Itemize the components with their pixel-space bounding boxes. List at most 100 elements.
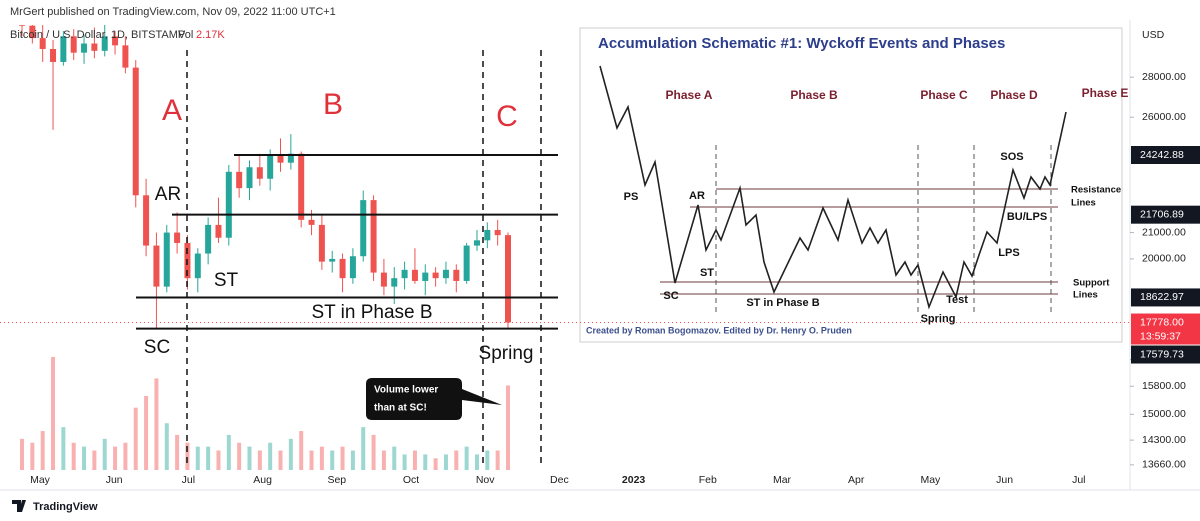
x-tick-label: Apr bbox=[848, 474, 865, 486]
candle-body bbox=[401, 269, 408, 279]
level-label-box bbox=[1131, 345, 1200, 364]
candle-body bbox=[380, 272, 387, 287]
phase-label: Phase D bbox=[990, 88, 1038, 102]
x-tick-label: Dec bbox=[550, 474, 569, 486]
candle-body bbox=[484, 229, 491, 241]
volume-bar bbox=[175, 434, 180, 470]
candle-body bbox=[494, 229, 501, 236]
event-label: ST bbox=[214, 270, 239, 291]
candle-body bbox=[339, 258, 346, 279]
candle-body bbox=[349, 256, 356, 279]
x-tick-label: Jun bbox=[996, 474, 1013, 486]
candle-body bbox=[29, 25, 36, 39]
candle-body bbox=[194, 253, 201, 279]
candle-body bbox=[391, 278, 398, 287]
x-tick-label: Jun bbox=[106, 474, 123, 486]
y-tick-label: 15800.00 bbox=[1142, 380, 1186, 392]
volume-bar bbox=[423, 454, 428, 470]
schematic-path bbox=[599, 65, 1067, 310]
last-price-box bbox=[1131, 313, 1200, 345]
candle-body bbox=[432, 272, 439, 279]
volume-bar bbox=[268, 442, 273, 470]
line-note: Lines bbox=[1071, 198, 1096, 209]
candle-body bbox=[246, 167, 253, 189]
candle-body bbox=[101, 36, 108, 51]
y-tick-label: 28000.00 bbox=[1142, 71, 1186, 83]
x-tick-label: 2023 bbox=[622, 474, 646, 486]
candle-body bbox=[318, 224, 325, 262]
candle-body bbox=[143, 195, 150, 246]
symbol: Bitcoin / U.S. Dollar, 1D, BITSTAMP bbox=[10, 29, 185, 41]
volume-bar bbox=[82, 446, 87, 470]
logo bbox=[12, 500, 26, 512]
event-label: SC bbox=[663, 290, 678, 302]
y-tick-label: 13660.00 bbox=[1142, 459, 1186, 471]
candle-body bbox=[256, 167, 263, 179]
volume-bar bbox=[195, 446, 200, 470]
publisher: MrGert published on TradingView.com, Nov… bbox=[10, 6, 336, 18]
candle-body bbox=[473, 240, 480, 246]
candle-body bbox=[91, 43, 98, 51]
event-label: ST in Phase B bbox=[746, 297, 819, 309]
volume-bar bbox=[185, 442, 190, 470]
x-tick-label: May bbox=[30, 474, 51, 486]
volume-bar bbox=[474, 454, 479, 470]
candle-body bbox=[60, 36, 67, 62]
volume-bar bbox=[71, 442, 76, 470]
callout-text: than at SC! bbox=[374, 403, 427, 414]
candle-body bbox=[132, 67, 139, 196]
candle-body bbox=[236, 171, 243, 189]
volume-bar bbox=[330, 450, 335, 470]
candle-body bbox=[298, 153, 305, 220]
level-label: 18622.97 bbox=[1140, 291, 1184, 303]
phase-letter: C bbox=[496, 100, 518, 133]
volume-bar bbox=[237, 442, 242, 470]
candle-body bbox=[277, 155, 284, 163]
level-label: 17579.73 bbox=[1140, 348, 1184, 360]
event-label: AR bbox=[155, 184, 181, 205]
phase-label: Phase C bbox=[920, 88, 968, 102]
volume-bar bbox=[392, 446, 397, 470]
phase-letter: A bbox=[162, 94, 182, 127]
volume-bar bbox=[340, 446, 345, 470]
volume-bar bbox=[350, 450, 355, 470]
volume-bar bbox=[443, 454, 448, 470]
candle-body bbox=[442, 269, 449, 279]
volume-bar bbox=[113, 446, 118, 470]
volume-bar bbox=[485, 450, 490, 470]
y-tick-label: 15000.00 bbox=[1142, 408, 1186, 420]
level-label-box bbox=[1131, 205, 1200, 224]
candle-body bbox=[505, 235, 511, 323]
candle-body bbox=[19, 25, 25, 26]
volume-bar bbox=[381, 450, 386, 470]
volume-bar bbox=[20, 438, 24, 470]
volume-bar bbox=[102, 438, 107, 470]
volume-bar bbox=[402, 454, 407, 470]
candle-body bbox=[70, 36, 77, 53]
volume-label: Vol bbox=[178, 29, 193, 41]
inset-frame bbox=[579, 27, 1123, 343]
event-label: Spring bbox=[479, 343, 534, 364]
currency: USD bbox=[1142, 29, 1165, 41]
phase-label: Phase E bbox=[1082, 86, 1129, 100]
volume-bar bbox=[506, 385, 510, 470]
volume-bar bbox=[433, 458, 438, 470]
y-tick-label: 21000.00 bbox=[1142, 226, 1186, 238]
y-tick-label: 14300.00 bbox=[1142, 434, 1186, 446]
event-label: ST in Phase B bbox=[311, 302, 432, 323]
last-price-label: 17778.00 bbox=[1140, 316, 1184, 328]
volume-bar bbox=[206, 446, 211, 470]
candle-body bbox=[360, 200, 367, 257]
candle-body bbox=[287, 153, 294, 163]
candle-body bbox=[463, 245, 470, 281]
inset: Accumulation Schematic #1: Wyckoff Event… bbox=[579, 27, 1129, 343]
x-tick-label: Aug bbox=[253, 474, 272, 486]
brand: TradingView bbox=[33, 501, 98, 513]
level-label-box bbox=[1131, 145, 1200, 164]
inset-title: Accumulation Schematic #1: Wyckoff Event… bbox=[598, 35, 1005, 52]
event-label: Test bbox=[946, 294, 968, 306]
phase-label: Phase B bbox=[790, 88, 838, 102]
volume-bar bbox=[40, 431, 45, 470]
candle-body bbox=[50, 48, 57, 62]
